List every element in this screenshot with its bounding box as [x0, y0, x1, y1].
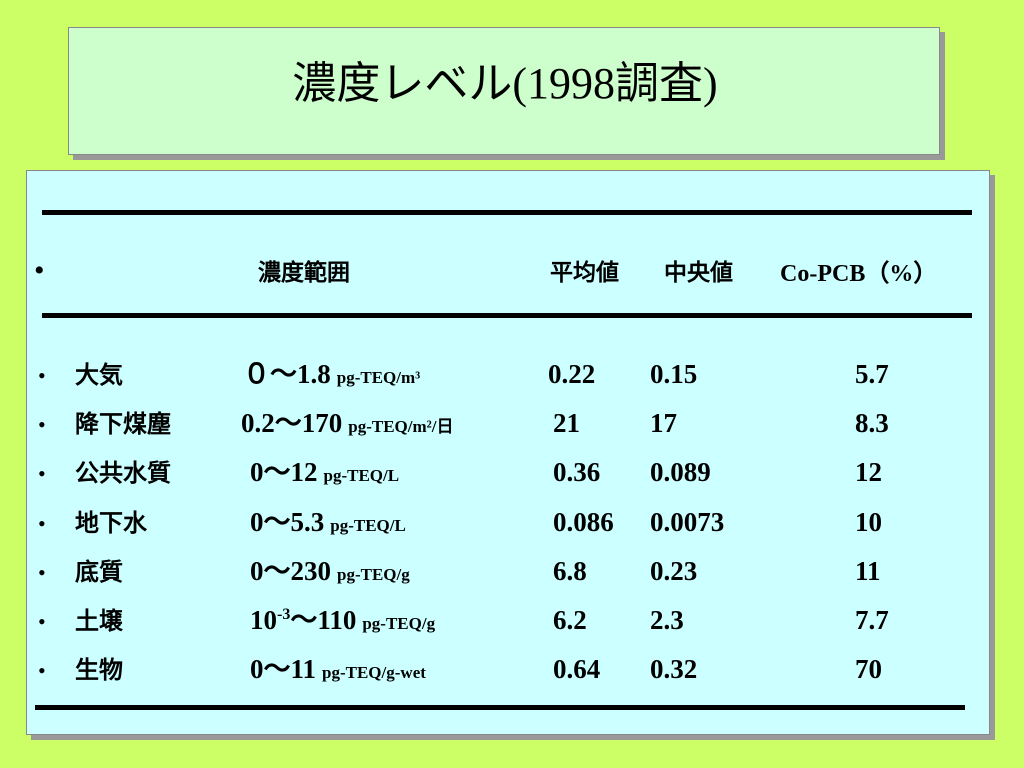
- mean: 0.64: [553, 654, 601, 685]
- median: 0.32: [650, 654, 698, 685]
- header: Co-PCB（%）: [780, 261, 938, 287]
- range-value: ～110: [290, 605, 357, 635]
- bullet: •: [38, 461, 46, 487]
- range: 0～11 pg-TEQ/g-wet: [250, 656, 426, 683]
- title-paren: ): [703, 59, 718, 108]
- range-unit: pg-TEQ/g: [362, 614, 436, 633]
- range: 0～12 pg-TEQ/L: [250, 459, 399, 486]
- rule: [35, 705, 965, 710]
- range-value: 0.2～170: [241, 408, 343, 439]
- range-value: 0～11: [250, 654, 317, 685]
- mean: 0.086: [553, 506, 614, 537]
- bullet: •: [38, 510, 46, 536]
- range: ０～1.8 pg-TEQ/m³: [243, 361, 420, 388]
- range-unit: pg-TEQ/L: [323, 466, 400, 486]
- co-pcb: 10: [855, 506, 882, 537]
- range: 10-3～110 pg-TEQ/g: [250, 607, 435, 634]
- range-unit: pg-TEQ/L: [330, 515, 406, 535]
- title-box: [68, 27, 940, 155]
- range: 0～230 pg-TEQ/g: [250, 555, 410, 586]
- row-name: 地下水: [75, 508, 147, 537]
- range: 0～5.3 pg-TEQ/L: [250, 506, 406, 537]
- range-exp: -3: [277, 606, 291, 623]
- range-base: 10: [250, 605, 277, 635]
- rule: [42, 313, 972, 318]
- co-pcb: 7.7: [855, 605, 889, 635]
- co-pcb: 5.7: [855, 359, 889, 389]
- median: 0.23: [650, 555, 698, 586]
- range-value: 0～5.3: [250, 506, 325, 537]
- mean: 6.8: [553, 555, 587, 586]
- title-text: 濃度レベル: [292, 58, 513, 109]
- bullet: •: [38, 658, 46, 684]
- median: 17: [650, 408, 677, 439]
- row-name: 降下煤塵: [75, 410, 171, 439]
- median: 0.089: [650, 457, 711, 488]
- median: 2.3: [650, 605, 684, 635]
- rule: [42, 210, 972, 215]
- title-text: 調査: [615, 58, 703, 109]
- header: 中央値: [664, 260, 733, 286]
- median: 0.15: [650, 359, 698, 389]
- header: 濃度範囲: [258, 260, 350, 286]
- mean: 0.22: [548, 359, 596, 389]
- bullet: •: [38, 609, 46, 634]
- bullet: •: [38, 363, 46, 388]
- title: 濃度レベル(1998調査): [0, 62, 1010, 106]
- range-value: ０～1.8: [243, 359, 331, 389]
- row-name: 大気: [75, 361, 123, 389]
- row-name: 土壌: [75, 607, 123, 635]
- range: 0.2～170 pg-TEQ/m²/日: [241, 410, 453, 437]
- range-unit: pg-TEQ/g: [337, 564, 410, 584]
- header: 平均値: [550, 260, 619, 286]
- row-name: 公共水質: [75, 459, 171, 488]
- range-value: 0～12: [250, 457, 318, 488]
- median: 0.0073: [650, 506, 725, 537]
- range-unit: pg-TEQ/m²/日: [348, 417, 454, 437]
- row-name: 底質: [75, 557, 123, 586]
- title-year: (1998: [512, 59, 615, 108]
- row-name: 生物: [75, 656, 123, 685]
- mean: 6.2: [553, 605, 587, 635]
- range-unit: pg-TEQ/g-wet: [322, 663, 426, 683]
- co-pcb: 70: [855, 654, 882, 685]
- co-pcb: 8.3: [855, 408, 889, 439]
- bullet: •: [34, 254, 45, 287]
- mean: 21: [553, 408, 580, 439]
- range-unit: pg-TEQ/m³: [336, 368, 421, 387]
- range-value: 0～230: [250, 555, 331, 586]
- mean: 0.36: [553, 457, 601, 488]
- co-pcb: 11: [855, 555, 881, 586]
- table-box: [26, 170, 990, 735]
- co-pcb: 12: [855, 457, 882, 488]
- bullet: •: [38, 559, 46, 585]
- bullet: •: [38, 412, 46, 438]
